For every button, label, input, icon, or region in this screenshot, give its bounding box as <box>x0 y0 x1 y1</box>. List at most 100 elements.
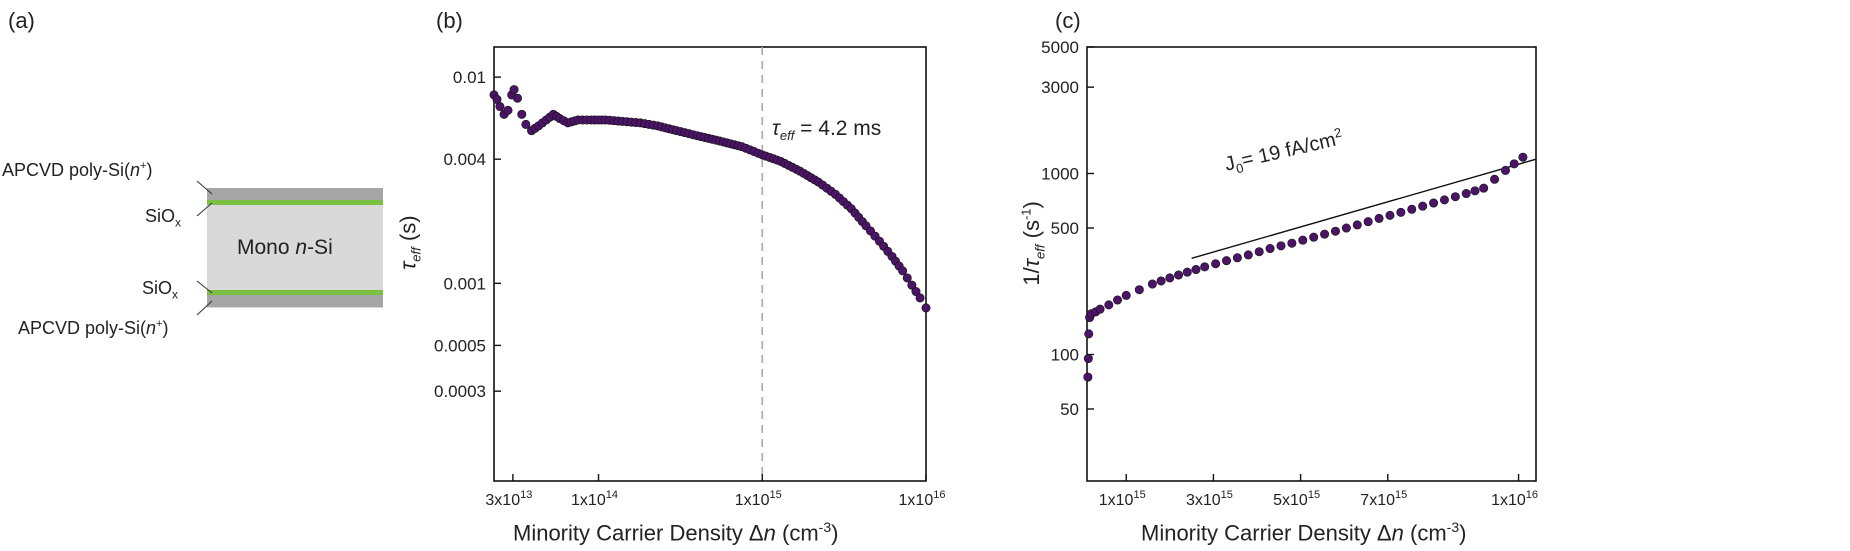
chart-c-data-point <box>1221 256 1231 266</box>
chart-c-data-point <box>1374 213 1384 223</box>
chart-b-data-point <box>887 251 897 261</box>
chart-c-data-point <box>1418 201 1428 211</box>
top-poly-label: APCVD poly-Si(n+) <box>2 160 153 180</box>
chart-b-data-point <box>898 266 908 276</box>
chart-b-y-tick-label: 0.004 <box>443 150 486 169</box>
chart-b-data-point <box>537 118 547 128</box>
chart-b-data-point <box>826 186 836 196</box>
chart-c-data-point <box>1500 165 1510 175</box>
chart-b-data-point <box>870 231 880 241</box>
chart-b-plot-frame <box>493 46 927 482</box>
chart-b-data-point <box>795 166 805 176</box>
chart-b-data-point <box>768 154 778 164</box>
chart-b-data-point <box>605 115 615 125</box>
chart-c-data-point <box>1165 273 1175 283</box>
chart-b-data-point <box>861 221 871 231</box>
chart-b-data-point <box>791 164 801 174</box>
chart-b-data-point <box>806 173 816 183</box>
chart-b-data-point <box>733 141 743 151</box>
chart-c-x-tick-label: 1x1016 <box>1491 489 1538 509</box>
chart-b-data-point <box>722 138 732 148</box>
chart-c-data-point <box>1191 265 1201 275</box>
chart-b-data-point <box>921 303 931 313</box>
chart-c-data-point <box>1104 300 1114 310</box>
chart-b-data-point <box>776 156 786 166</box>
chart-b-data-point <box>857 217 867 227</box>
chart-c-data-point <box>1461 189 1471 199</box>
chart-b-data-point <box>521 119 531 129</box>
chart-b-data-point <box>495 102 505 112</box>
chart-b-y-tick-label: 0.0005 <box>434 336 486 355</box>
chart-c-data-point <box>1352 220 1362 230</box>
chart-b-data-point <box>644 119 654 129</box>
chart-b-data-point <box>635 118 645 128</box>
chart-c-x-tick-label: 3x1015 <box>1186 489 1233 509</box>
chart-c-data-point <box>1298 235 1308 245</box>
chart-b-data-point <box>507 90 517 100</box>
chart-c-y-tick-label: 5000 <box>1041 38 1079 57</box>
chart-b-x-axis-label: Minority Carrier Density Δn (cm-3) <box>513 519 839 546</box>
chart-b-data-point <box>509 85 519 95</box>
chart-b-data-point <box>830 189 840 199</box>
chart-b-x-tick-label: 1x1015 <box>735 489 782 509</box>
chart-c-data-point <box>1113 295 1123 305</box>
chart-b-data-point <box>492 94 502 104</box>
chart-c-data-point <box>1439 195 1449 205</box>
panel-label-c: (c) <box>1055 8 1081 33</box>
chart-b-data-point <box>854 212 864 222</box>
chart-c-data-point <box>1084 329 1094 339</box>
chart-c-data-point <box>1083 372 1093 382</box>
chart-c-data-point <box>1309 232 1319 242</box>
chart-b-data-point <box>573 115 583 125</box>
chart-c-data-point <box>1091 307 1101 317</box>
chart-b-data-point <box>711 135 721 145</box>
chart-b-data-point <box>846 204 856 214</box>
chart-b-data-point <box>838 197 848 207</box>
chart-c-x-axis-label: Minority Carrier Density Δn (cm-3) <box>1141 519 1467 546</box>
chart-b-data-point <box>749 147 759 157</box>
chart-b-data-point <box>894 261 904 271</box>
chart-c-y-tick-label: 1000 <box>1041 165 1079 184</box>
chart-b-data-point <box>879 241 889 251</box>
chart-b-data-point <box>810 175 820 185</box>
chart-b-data-point <box>653 121 663 131</box>
chart-c-data-point <box>1243 250 1253 260</box>
chart-b-data-point <box>555 114 565 124</box>
chart-b-data-point <box>883 246 893 256</box>
chart-b-data-point <box>600 115 610 125</box>
device-stack-diagram <box>196 180 383 316</box>
chart-c-data-point <box>1479 183 1489 193</box>
chart-b-data-point <box>586 115 596 125</box>
chart-b-data-point <box>676 127 686 137</box>
chart-c-x-tick-label: 7x1015 <box>1360 489 1407 509</box>
chart-b-data-point <box>850 208 860 218</box>
chart-b-data-point <box>696 132 706 142</box>
chart-b-data-point <box>818 180 828 190</box>
top-poly-layer <box>207 188 383 200</box>
chart-b-data-point <box>613 116 623 126</box>
chart-b-data-point <box>834 193 844 203</box>
chart-b-data-point <box>499 109 509 119</box>
chart-b-data-point <box>761 151 771 161</box>
chart-c-x-tick-label: 5x1015 <box>1273 489 1320 509</box>
chart-b-data-point <box>822 183 832 193</box>
bottom-oxide-pointer <box>196 280 213 294</box>
chart-b-data-point <box>617 116 627 126</box>
chart-c-y-axis-label: 1/τeff (s-1) <box>1018 201 1048 286</box>
chart-b-y-tick-label: 0.0003 <box>434 382 486 401</box>
chart-b-data-point <box>660 123 670 133</box>
chart-b-x-tick-label: 3x1013 <box>485 489 532 509</box>
chart-c-data-point <box>1407 204 1417 214</box>
panel-label-a: (a) <box>8 8 35 33</box>
chart-b-data-point <box>622 117 632 127</box>
chart-b-data-point <box>915 293 925 303</box>
panel-label-b: (b) <box>436 8 463 33</box>
chart-c-data-point <box>1174 270 1184 280</box>
chart-c-data-point <box>1385 210 1395 220</box>
chart-b-data-point <box>799 168 809 178</box>
chart-b-data-point <box>563 118 573 128</box>
top-oxide-pointer <box>196 202 213 217</box>
chart-b-data-point <box>757 150 767 160</box>
top-poly-pointer <box>196 180 213 195</box>
chart-b-data-point <box>545 112 555 122</box>
